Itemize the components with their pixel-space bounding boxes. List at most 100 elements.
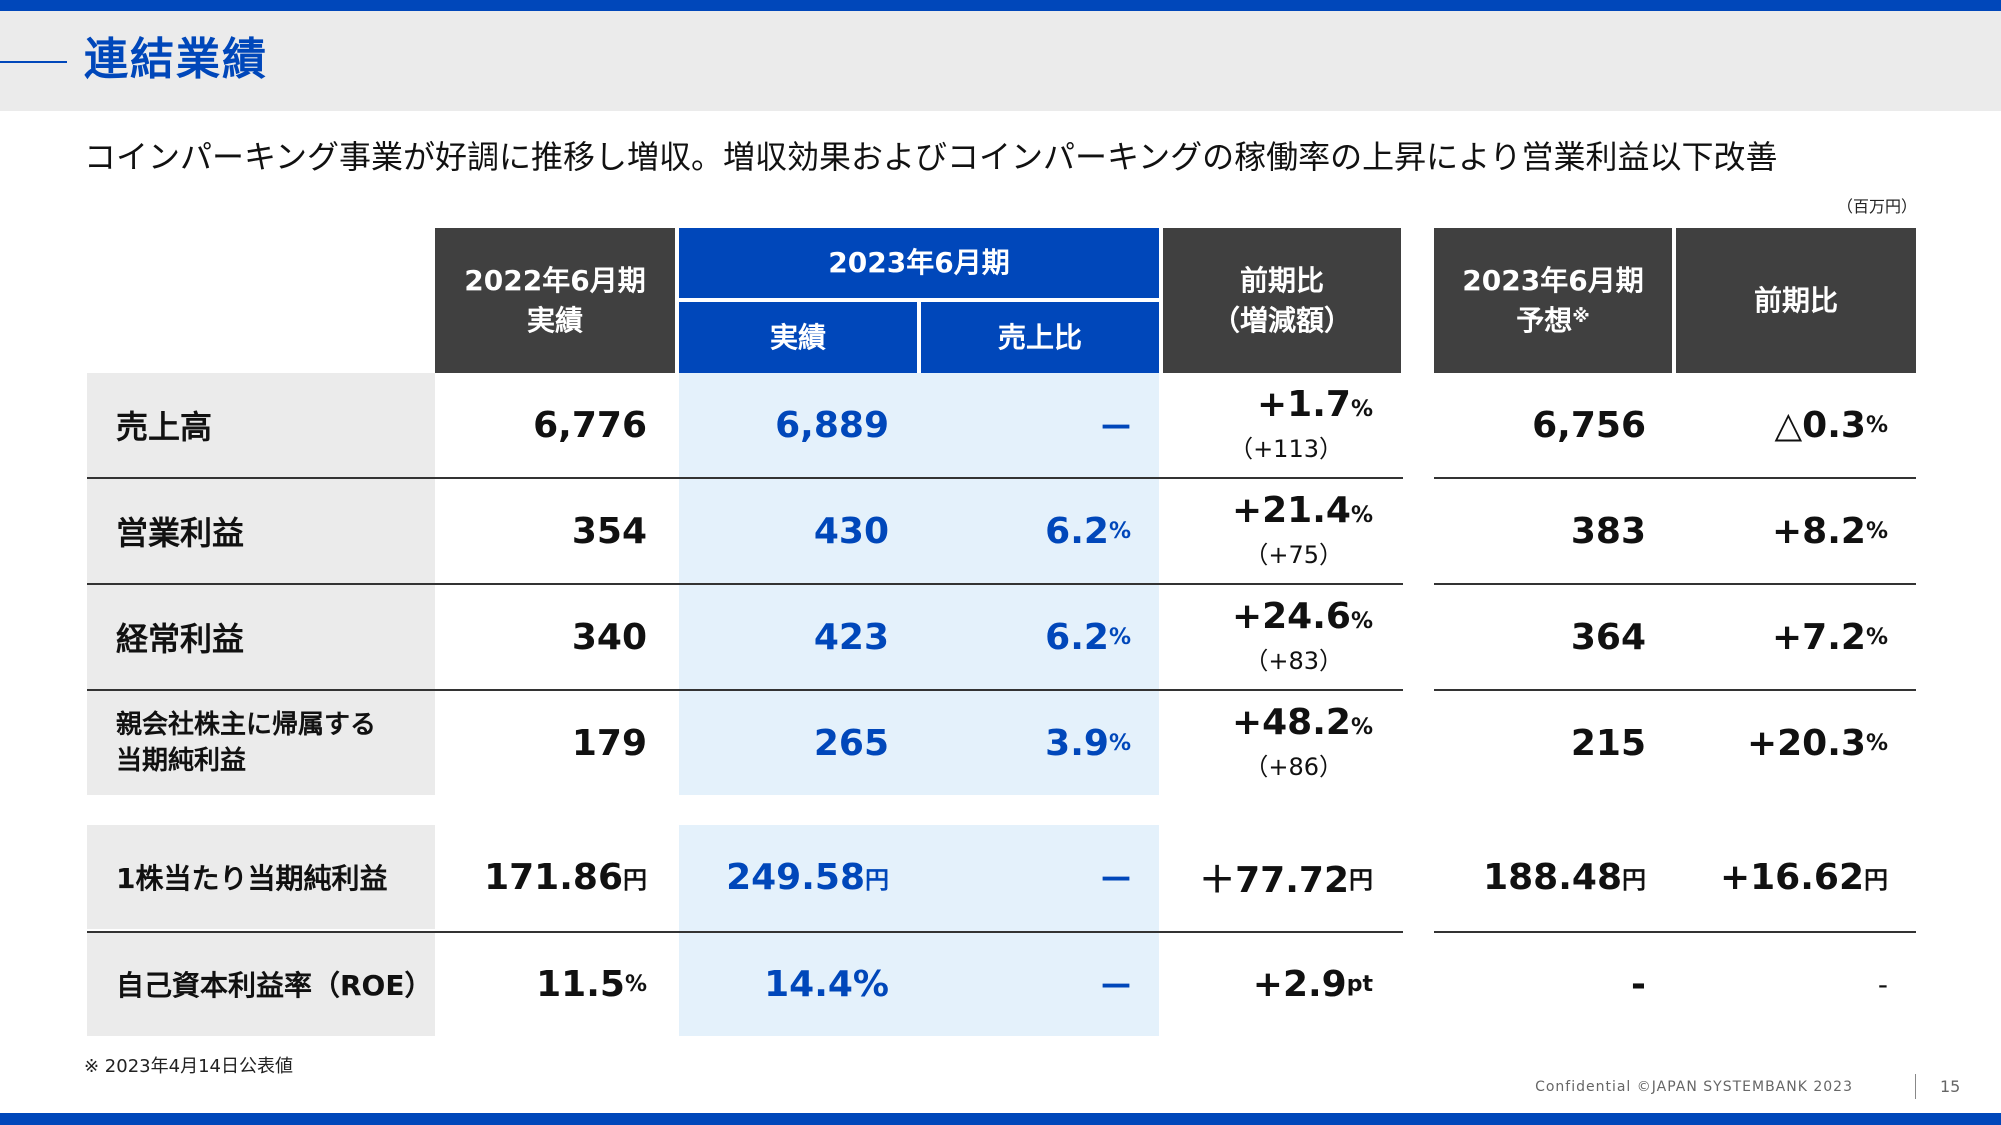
op-profit-yoy-pct-wrap: +21.4% (1232, 490, 1373, 537)
row-divider (1434, 931, 1916, 933)
eps-forecast-unit: 円 (1622, 865, 1646, 894)
footer-separator (1915, 1074, 1916, 1099)
op-profit-forecast: 383 (1570, 510, 1646, 552)
roe-ratio: — (1101, 966, 1131, 1002)
row-label-roe: 自己資本利益率（ROE） (87, 932, 435, 1036)
ord-profit-actual: 423 (813, 616, 889, 658)
eps-forecast-yoy-unit: 円 (1864, 865, 1888, 894)
eps-yoy-unit: 円 (1349, 865, 1373, 894)
row-label-net-income: 親会社株主に帰属する 当期純利益 (87, 691, 435, 795)
op-profit-actual: 430 (813, 510, 889, 552)
roe-yoy: +2.9 (1252, 963, 1347, 1005)
roe-forecast-yoy: - (1877, 967, 1888, 1001)
header-fy2023-ratio: 売上比 (921, 302, 1159, 373)
header-fy2023-ratio-label: 売上比 (997, 320, 1082, 354)
row-divider (1434, 583, 1916, 585)
title-accent-line (0, 61, 67, 63)
net-income-yoy-pct-wrap: +48.2% (1232, 702, 1373, 749)
ord-profit-forecast-yoy: +7.2 (1772, 616, 1866, 658)
ord-profit-yoy-pct: +24.6 (1231, 595, 1351, 637)
header-fy2022-line1: 2022年6月期 (464, 263, 646, 297)
roe-actual: 14.4% (764, 963, 889, 1005)
sales-yoy: +1.7% （+113） (1163, 373, 1373, 477)
eps-forecast-yoy: +16.62 (1719, 856, 1864, 898)
ord-profit-forecast: 364 (1570, 616, 1646, 658)
sales-forecast: 6,756 (1532, 404, 1646, 446)
row-label-ordinary-profit-text: 経常利益 (116, 620, 245, 658)
ord-profit-ratio-unit: % (1108, 624, 1131, 650)
top-accent-bar (0, 0, 2001, 11)
row-label-roe-text: 自己資本利益率（ROE） (116, 969, 433, 1002)
row-label-sales-text: 売上高 (116, 408, 213, 446)
roe-yoy-wrap: +2.9 pt (1163, 932, 1373, 1036)
header-fy2022: 2022年6月期 実績 (435, 228, 675, 373)
op-profit-forecast-yoy-unit: % (1865, 518, 1888, 544)
net-income-prev: 179 (571, 722, 647, 764)
sales-yoy-abs: （+113） (1229, 434, 1343, 463)
row-label-sales: 売上高 (87, 373, 435, 477)
sales-ratio: — (1101, 407, 1131, 443)
eps-actual: 249.58 (726, 856, 865, 898)
eps-forecast: 188.48 (1483, 856, 1622, 898)
sales-forecast-yoy-wrap: △0.3% (1676, 373, 1888, 477)
row-label-ordinary-profit: 経常利益 (87, 585, 435, 689)
net-income-yoy: +48.2% （+86） (1163, 691, 1373, 795)
roe-prev-unit: % (624, 971, 647, 997)
ord-profit-yoy: +24.6% （+83） (1163, 585, 1373, 689)
eps-forecast-wrap: 188.48 円 (1434, 825, 1646, 929)
op-profit-prev: 354 (571, 510, 647, 552)
header-fy2023-actual-label: 実績 (769, 320, 826, 354)
header-fy2023: 2023年6月期 (679, 228, 1159, 298)
eps-prev: 171.86 (484, 856, 623, 898)
eps-yoy-wrap: ＋77.72 円 (1163, 825, 1373, 929)
net-income-forecast-yoy: +20.3 (1746, 722, 1866, 764)
page-title: 連結業績 (84, 34, 268, 85)
ord-profit-forecast-yoy-unit: % (1865, 624, 1888, 650)
header-forecast-yoy-label: 前期比 (1753, 283, 1838, 317)
row-divider (87, 689, 1403, 691)
sales-forecast-yoy-unit: % (1865, 412, 1888, 438)
row-divider (87, 583, 1403, 585)
eps-prev-unit: 円 (623, 865, 647, 894)
op-profit-yoy-abs: （+75） (1244, 540, 1343, 569)
op-profit-forecast-yoy-wrap: +8.2% (1676, 479, 1888, 583)
net-income-forecast-yoy-unit: % (1865, 730, 1888, 756)
net-income-ratio: 3.9 (1045, 722, 1109, 764)
ord-profit-ratio-wrap: 6.2% (921, 585, 1131, 689)
ord-profit-yoy-pct-wrap: +24.6% (1232, 596, 1373, 643)
op-profit-yoy-pct: +21.4 (1231, 489, 1351, 531)
roe-forecast: - (1631, 963, 1646, 1005)
header-forecast-line1: 2023年6月期 (1462, 263, 1644, 297)
header-fy2022-line2: 実績 (526, 303, 583, 337)
ord-profit-yoy-unit: % (1350, 608, 1373, 634)
row-label-net-income-line2: 当期純利益 (116, 746, 247, 776)
op-profit-ratio: 6.2 (1045, 510, 1109, 552)
footnote: ※ 2023年4月14日公表値 (84, 1056, 293, 1077)
op-profit-forecast-yoy: +8.2 (1772, 510, 1866, 552)
row-label-eps: 1株当たり当期純利益 (87, 825, 435, 929)
net-income-yoy-pct: +48.2 (1231, 701, 1351, 743)
eps-yoy: ＋77.72 (1199, 860, 1349, 901)
eps-prev-wrap: 171.86 円 (435, 825, 647, 929)
sales-yoy-pct: +1.7 (1257, 383, 1351, 425)
header-yoy: 前期比 （増減額） (1163, 228, 1401, 373)
net-income-ratio-wrap: 3.9% (921, 691, 1131, 795)
header-fy2023-label: 2023年6月期 (828, 246, 1010, 279)
header-forecast-line2-wrap: 予想※ (1516, 301, 1590, 341)
header-forecast-yoy: 前期比 (1676, 228, 1916, 373)
roe-yoy-unit: pt (1346, 971, 1373, 997)
eps-actual-wrap: 249.58 円 (679, 825, 889, 929)
row-divider (1434, 689, 1916, 691)
row-divider (87, 931, 1403, 933)
op-profit-yoy: +21.4% （+75） (1163, 479, 1373, 583)
ord-profit-forecast-yoy-wrap: +7.2% (1676, 585, 1888, 689)
forecast-note-mark: ※ (1572, 305, 1590, 327)
header-forecast-line2: 予想 (1516, 303, 1573, 337)
footer-copyright: Confidential ©JAPAN SYSTEMBANK 2023 (1535, 1079, 1853, 1095)
unit-label: （百万円） (1836, 197, 1917, 216)
sales-yoy-unit: % (1350, 396, 1373, 422)
sales-forecast-yoy: △0.3 (1774, 404, 1866, 446)
eps-ratio: — (1101, 859, 1131, 895)
row-divider (1434, 477, 1916, 479)
eps-actual-unit: 円 (865, 865, 889, 894)
